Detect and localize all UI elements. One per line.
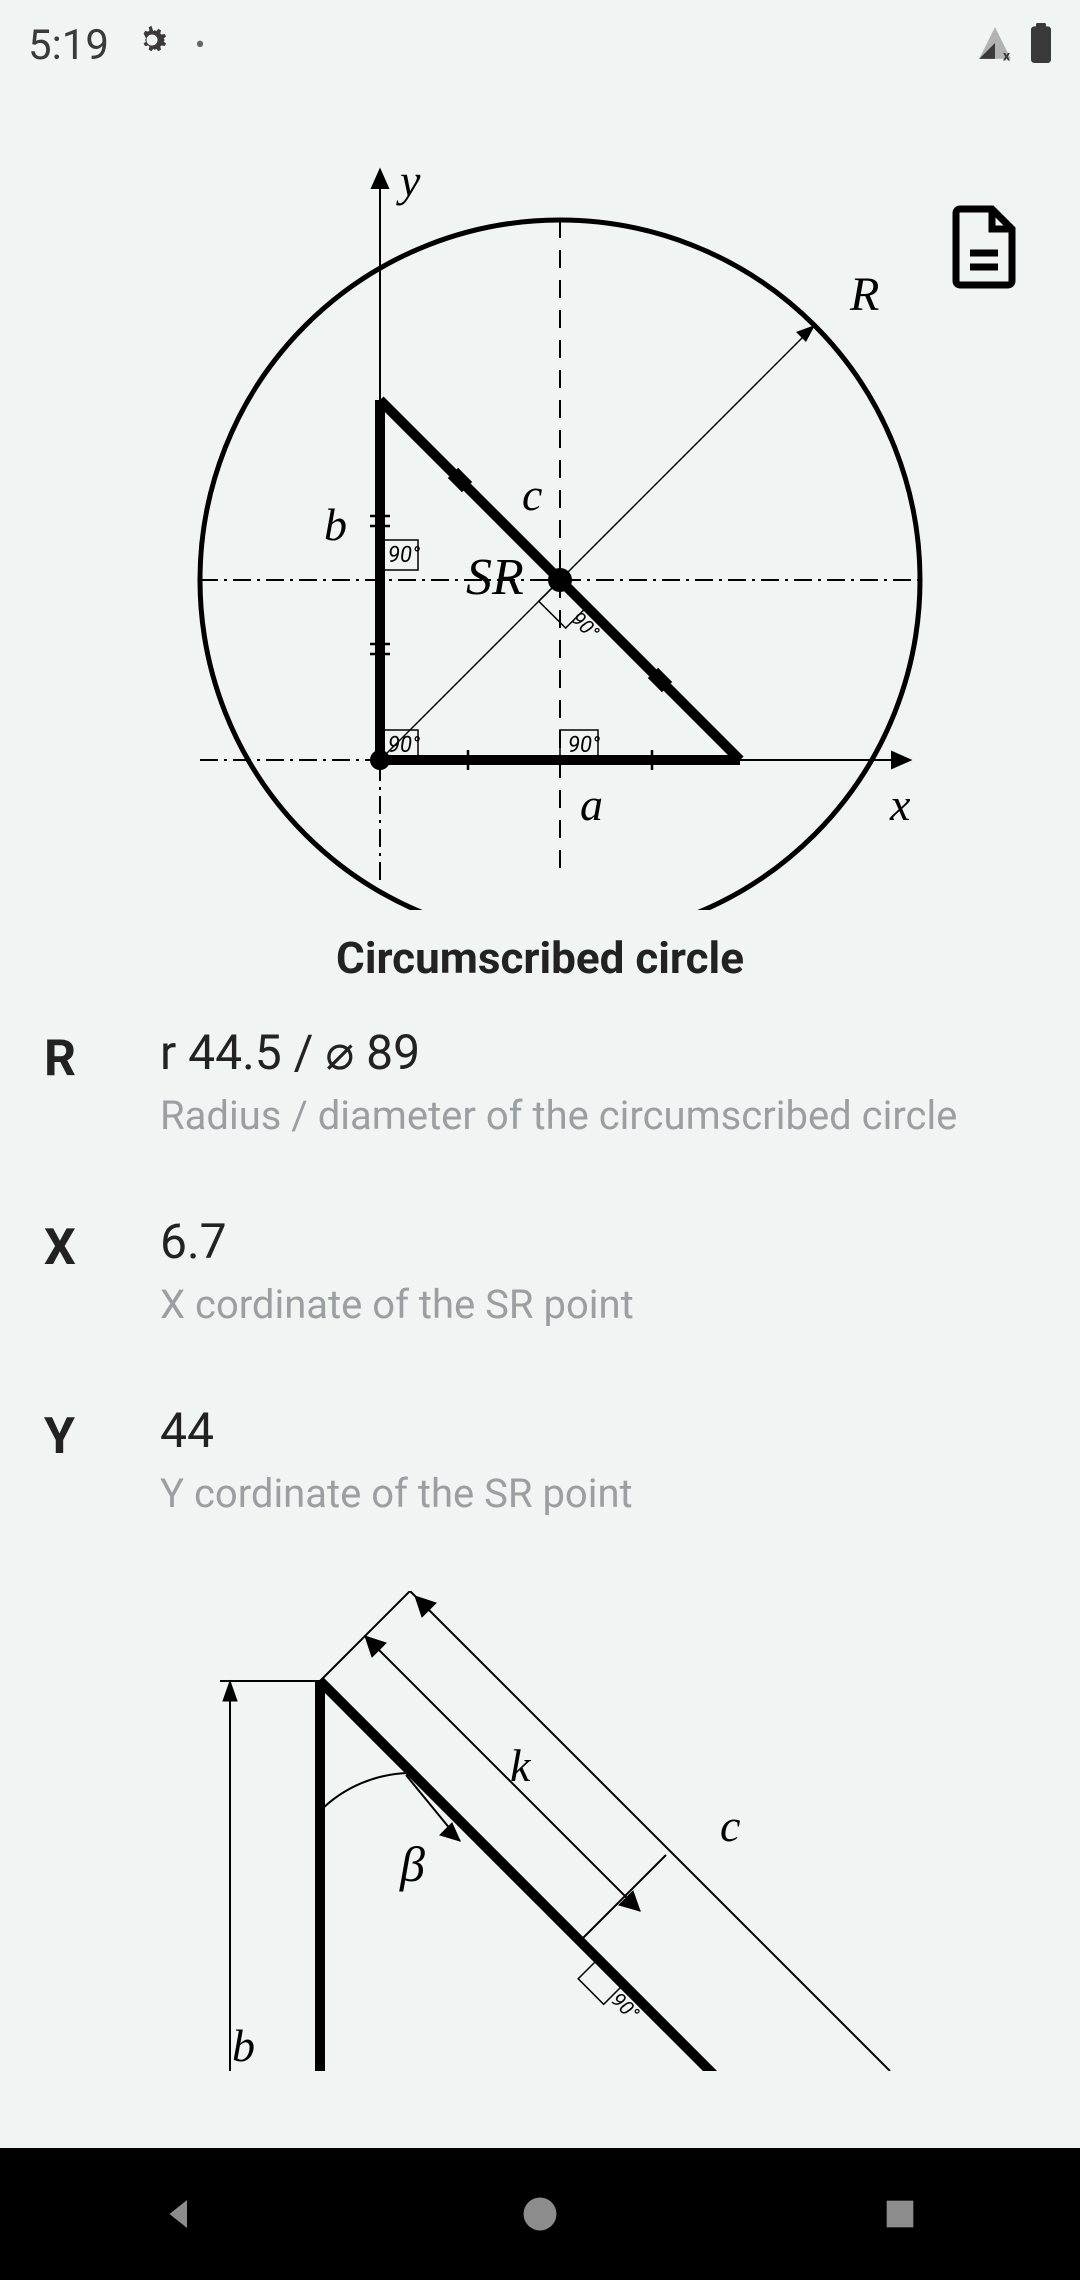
status-time: 5:19 [28,21,109,70]
diagram1-angle1: 90° [388,543,420,568]
row-x: X 6.7 X cordinate of the SR point [44,1213,1036,1330]
row-y-symbol: Y [44,1402,94,1466]
diagram1-b-label: b [324,499,347,550]
diagram1-x-label: x [889,779,911,830]
row-x-symbol: X [44,1213,94,1277]
row-r-desc: Radius / diameter of the circumscribed c… [160,1091,1036,1141]
diagram2-b-label: b [232,2020,255,2071]
diagram2-c-label: c [720,1800,740,1851]
row-x-value: 6.7 [160,1213,1036,1270]
gear-icon [133,21,171,70]
row-y-value: 44 [160,1402,1036,1459]
diagram1-y-label: y [396,155,421,206]
nav-home-button[interactable] [510,2184,570,2244]
status-right: x [976,23,1052,67]
battery-full-icon [1030,23,1052,67]
document-button[interactable] [948,205,1020,289]
android-nav-bar [0,2148,1080,2280]
signal-no-data-icon: x [976,24,1014,66]
row-x-desc: X cordinate of the SR point [160,1280,1036,1330]
diagram2-k-label: k [510,1740,532,1791]
diagram1-angle3: 90° [568,733,600,758]
svg-text:x: x [1003,48,1011,62]
diagram1-sr-label: SR [466,549,524,606]
nav-recents-button[interactable] [870,2184,930,2244]
row-y: Y 44 Y cordinate of the SR point [44,1402,1036,1519]
row-r-value: r 44.5 / ⌀ 89 [160,1024,1036,1081]
diagram2-beta-label: β [399,1836,425,1892]
diagram1-a-label: a [580,779,603,830]
nav-back-button[interactable] [150,2184,210,2244]
diagram1-c-label: c [522,469,542,520]
status-left: 5:19 • [28,21,205,70]
row-y-desc: Y cordinate of the SR point [160,1469,1036,1519]
section-title: Circumscribed circle [0,932,1080,984]
circumscribed-circle-diagram: 90° 90° 90° 90° y x b a c SR R [0,90,1080,910]
value-rows: R r 44.5 / ⌀ 89 Radius / diameter of the… [0,1024,1080,1519]
content-area: 90° 90° 90° 90° y x b a c SR R Circumscr… [0,90,1080,2148]
status-dot: • [195,28,205,63]
diagram1-angle2: 90° [388,733,420,758]
diagram1-r-label: R [849,268,879,321]
status-bar: 5:19 • x [0,0,1080,90]
row-r-symbol: R [44,1024,94,1088]
row-r: R r 44.5 / ⌀ 89 Radius / diameter of the… [44,1024,1036,1141]
triangle-dimensions-diagram: b k c β 90° [0,1591,1080,2071]
